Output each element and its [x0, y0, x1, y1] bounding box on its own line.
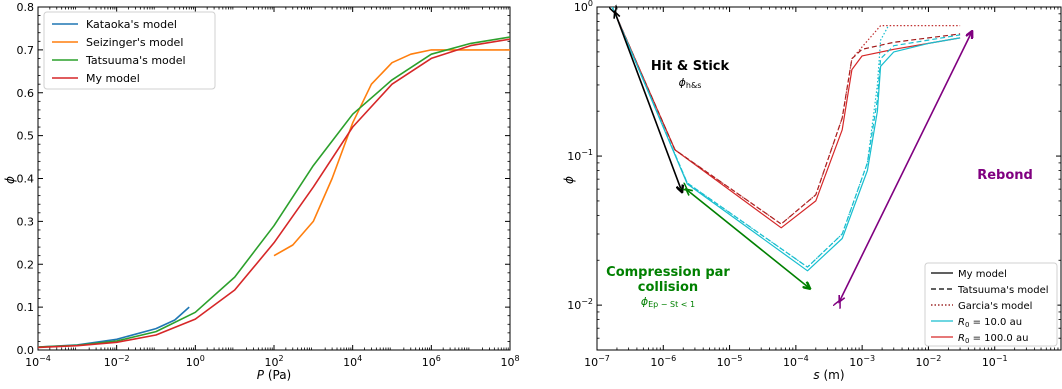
left-x-tick-label: 100 [186, 354, 205, 369]
left-series-line-2 [38, 36, 510, 348]
left-x-tick-label: 108 [500, 354, 519, 369]
right-x-tick-label: 10−6 [650, 354, 676, 369]
left-legend: Kataoka's model Seizinger's model Tatsuuma… [43, 11, 216, 90]
right-legend-box [924, 262, 1058, 347]
annotation-compression-line1: Compression par [606, 265, 730, 280]
left-series [38, 36, 510, 349]
right-x-tick-label: 10−3 [849, 354, 875, 369]
left-legend-label: Tatsuuma's model [85, 54, 186, 67]
left-y-tick-label: 0.8 [17, 1, 35, 14]
left-x-tick-label: 10−4 [25, 354, 51, 369]
arrow-head [613, 9, 621, 19]
right-legend-label: R0 = 10.0 au [958, 317, 1022, 329]
left-legend-label: Kataoka's model [86, 18, 177, 31]
left-legend-label: Seizinger's model [86, 36, 183, 49]
left-y-tick-label: 0.3 [17, 215, 35, 228]
right-arrows [614, 12, 972, 302]
double-arrow-1 [686, 189, 809, 288]
right-legend-label: Tatsuuma's model [957, 285, 1049, 296]
left-y-tick-label: 0.4 [17, 173, 35, 186]
left-x-axis-label: P (Pa) [257, 368, 291, 382]
double-arrow-0 [615, 12, 682, 192]
right-x-tick-label: 10−7 [584, 354, 610, 369]
left-x-tick-label: 102 [264, 354, 283, 369]
left-series-line-3 [38, 38, 510, 349]
left-x-tick-label: 106 [422, 354, 441, 369]
right-legend-label: My model [958, 269, 1007, 280]
right-series-line-2 [611, 7, 961, 225]
left-y-axis-label: ϕ [3, 176, 17, 184]
arrow-head [676, 184, 684, 194]
right-series [611, 7, 961, 272]
right-x-tick-label: 10−2 [916, 354, 942, 369]
right-x-tick-label: 10−5 [717, 354, 743, 369]
left-y-tick-label: 0.7 [17, 44, 35, 57]
arrow-head [838, 295, 846, 304]
right-legend-label: R0 = 100.0 au [958, 333, 1028, 345]
left-y-tick-label: 0.2 [17, 258, 35, 271]
annotation-rebond: Rebond [977, 168, 1033, 183]
annotation-hit-stick-symbol: ϕh&s [679, 76, 702, 90]
right-y-tick-label: 100 [574, 0, 593, 14]
annotation-compression-line2: collision [638, 280, 698, 295]
right-plot-frame [596, 6, 1062, 351]
right-legend-label: Garcia's model [958, 301, 1032, 312]
left-y-tick-label: 0.5 [17, 130, 35, 143]
left-ticks: 10−4 10−2 100 102 104 106 108 0.0 0.1 0.2 0.3 0.4 0.… [17, 1, 520, 369]
right-x-tick-label: 10−1 [982, 354, 1008, 369]
right-y-axis-label: ϕ [562, 176, 576, 184]
right-series-line-4 [611, 7, 961, 268]
arrow-head [965, 30, 973, 39]
right-series-line-5 [611, 7, 890, 268]
right-legend: My model Tatsuuma's model Garcia's model R0… [924, 262, 1058, 347]
arrow-head [684, 187, 693, 196]
annotation-hit-stick-title: Hit & Stick [651, 59, 730, 74]
left-x-tick-label: 104 [343, 354, 362, 369]
right-chart: 10−7 10−6 10−5 10−4 10−3 10−2 10−110−210−1100 … [562, 0, 1062, 382]
right-y-tick-label: 10−2 [567, 297, 593, 312]
double-arrow-2 [839, 32, 972, 302]
left-x-tick-label: 10−2 [104, 354, 130, 369]
right-y-tick-label: 10−1 [567, 148, 593, 163]
right-x-axis-label: s (m) [813, 368, 844, 382]
right-x-tick-label: 10−4 [783, 354, 809, 369]
right-series-line-1 [611, 7, 961, 225]
annotation-compression-symbol: ϕEp − St < 1 [641, 295, 695, 309]
left-y-tick-label: 0.0 [17, 344, 35, 357]
left-y-tick-label: 0.6 [17, 87, 35, 100]
arrow-head [802, 281, 811, 290]
left-y-tick-label: 0.1 [17, 301, 35, 314]
left-legend-box [43, 11, 216, 90]
left-chart: 10−4 10−2 100 102 104 106 108 0.0 0.1 0.2 0.3 0.4 0.… [3, 1, 520, 382]
right-ticks: 10−7 10−6 10−5 10−4 10−3 10−2 10−1 10−2 10−1 100 [567, 0, 1061, 369]
left-legend-label: My model [86, 72, 140, 85]
